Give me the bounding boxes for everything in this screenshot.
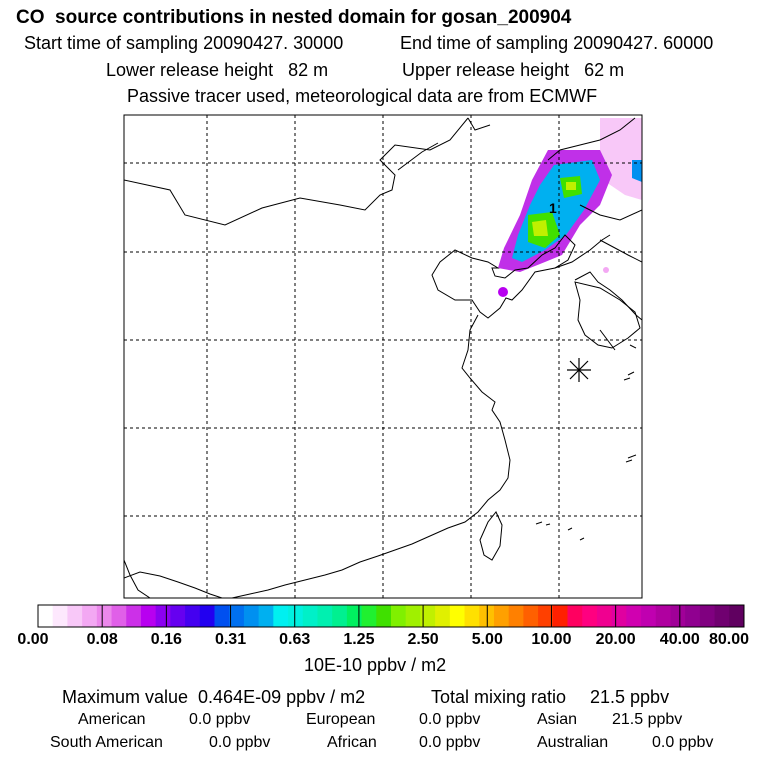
colorbar-cell — [552, 605, 568, 627]
colorbar-cell — [155, 605, 171, 627]
colorbar-cell — [199, 605, 215, 627]
colorbar-cell — [332, 605, 348, 627]
colorbar-cell — [582, 605, 598, 627]
colorbar-cell — [655, 605, 671, 627]
concentration-field — [498, 118, 642, 297]
colorbar-cell — [243, 605, 260, 627]
plume-edge — [632, 160, 642, 182]
receptor-star-icon — [567, 358, 591, 382]
colorbar-cell — [596, 605, 613, 627]
tracer-note: Passive tracer used, meteorological data… — [127, 86, 598, 106]
colorbar-cell — [641, 605, 657, 627]
colorbar-cell — [126, 605, 142, 627]
gridlines — [124, 115, 642, 598]
max-value-label: Maximum value 0.464E-09 ppbv / m2 — [62, 687, 366, 707]
colorbar-cell — [82, 605, 98, 627]
total-mixing-label: Total mixing ratio — [431, 687, 567, 707]
coastlines — [124, 117, 642, 598]
colorbar-cell — [449, 605, 465, 627]
colorbar-cell — [611, 605, 627, 627]
colorbar-frame — [37, 604, 745, 628]
plume-peak-2 — [566, 182, 576, 190]
colorbar-tick-label: 0.16 — [150, 631, 182, 648]
lower-release-label: Lower release height 82 m — [106, 60, 329, 80]
colorbar-tick-label: 40.00 — [659, 631, 700, 648]
colorbar-cell — [52, 605, 68, 627]
region-value: 0.0 ppbv — [209, 734, 271, 751]
total-mixing-value: 21.5 ppbv — [590, 687, 670, 707]
region-value: 0.0 ppbv — [652, 734, 714, 751]
region-value: 0.0 ppbv — [419, 734, 481, 751]
colorbar-cell — [111, 605, 127, 627]
colorbar-tick-label: 0.31 — [214, 631, 247, 648]
colorbar-tick-label: 1.25 — [343, 631, 375, 648]
plume-outer-ne — [600, 118, 642, 200]
colorbar-cell — [185, 605, 201, 627]
colorbar-cell — [420, 605, 436, 627]
map-frame — [123, 114, 643, 599]
colorbar-cell — [508, 605, 524, 627]
colorbar-cell — [346, 605, 362, 627]
colorbar-cell — [670, 605, 686, 627]
region-name: Asian — [537, 711, 578, 728]
colorbar-cell — [170, 605, 186, 627]
source-marker-label: 1 — [549, 200, 557, 216]
region-value: 21.5 ppbv — [612, 711, 683, 728]
colorbar-tick-label: 0.08 — [86, 631, 118, 648]
colorbar-cell — [273, 605, 289, 627]
colorbar-cell — [493, 605, 510, 627]
region-value: 0.0 ppbv — [419, 711, 481, 728]
colorbar-tick-label: 2.50 — [407, 631, 439, 648]
colorbar-cell — [140, 605, 157, 627]
colorbar-cell — [229, 605, 245, 627]
colorbar-cell — [626, 605, 642, 627]
colorbar-cell — [361, 605, 377, 627]
plume-dot — [498, 287, 508, 297]
upper-release-label: Upper release height 62 m — [402, 60, 625, 80]
colorbar-cell — [38, 605, 54, 627]
colorbar-tick-label: 0.00 — [17, 631, 49, 648]
colorbar-cell — [435, 605, 451, 627]
region-name: European — [306, 711, 376, 728]
colorbar-tick-label: 5.00 — [471, 631, 503, 648]
colorbar-cell — [67, 605, 83, 627]
end-time-label: End time of sampling 20090427. 60000 — [400, 33, 714, 53]
colorbar-cell — [302, 605, 318, 627]
colorbar-tick-label: 20.00 — [595, 631, 636, 648]
colorbar-cell — [214, 605, 230, 627]
colorbar-units: 10E-10 ppbv / m2 — [304, 655, 447, 675]
colorbar-tick-label: 0.63 — [279, 631, 311, 648]
plume-peak — [532, 220, 548, 236]
chart-title: CO source contributions in nested domain… — [16, 7, 572, 28]
colorbar-tick-label: 80.00 — [708, 631, 750, 648]
colorbar-cell — [714, 605, 730, 627]
colorbar-cell — [464, 605, 480, 627]
colorbar-cell — [288, 605, 304, 627]
colorbar-cell — [391, 605, 407, 627]
region-name: Australian — [537, 734, 609, 751]
region-value: 0.0 ppbv — [189, 711, 251, 728]
plume-speck — [603, 267, 609, 273]
colorbar-cell — [376, 605, 392, 627]
colorbar-cell — [567, 605, 583, 627]
region-name: American — [78, 711, 146, 728]
colorbar-cell — [405, 605, 421, 627]
colorbar-cell — [317, 605, 333, 627]
colorbar-cell — [729, 605, 745, 627]
colorbar-cell — [523, 605, 539, 627]
colorbar-cell — [96, 605, 112, 627]
start-time-label: Start time of sampling 20090427. 30000 — [24, 33, 344, 53]
colorbar-cell — [538, 605, 554, 627]
colorbar-tick-label: 10.00 — [531, 631, 572, 648]
colorbar-cell — [685, 605, 701, 627]
colorbar-cell — [699, 605, 715, 627]
region-name: South American — [50, 734, 163, 751]
colorbar-cell — [258, 605, 274, 627]
region-name: African — [327, 734, 377, 751]
